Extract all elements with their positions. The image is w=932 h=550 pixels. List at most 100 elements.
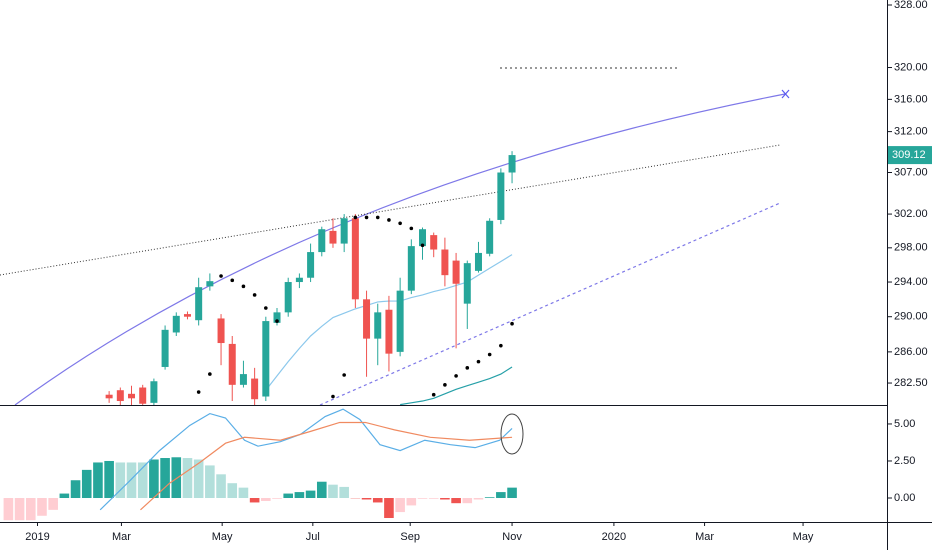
histogram-bar (361, 498, 372, 500)
sar-dot (208, 372, 212, 376)
candle-body (161, 329, 169, 367)
histogram-bar (451, 498, 461, 504)
moving-average-line (400, 366, 513, 405)
y-tick-label: 294.00 (894, 276, 928, 288)
candle-body (318, 229, 326, 253)
histogram-bar (14, 498, 25, 521)
y-tick-label: 0.00 (894, 492, 915, 504)
candle-body (340, 218, 348, 244)
histogram-bar (171, 457, 182, 499)
histogram-bar (417, 498, 428, 499)
sar-dot (420, 243, 425, 248)
y-tick-label: 282.50 (894, 377, 928, 389)
candle-body (183, 314, 191, 317)
macd-line (140, 421, 513, 511)
x-tick-label: 2019 (25, 531, 49, 543)
x-tick-label: Mar (695, 531, 714, 543)
candle-body (273, 312, 281, 323)
histogram-bar (496, 492, 506, 499)
candle-body (295, 277, 303, 283)
candle-body (396, 290, 404, 352)
histogram-bar (238, 487, 249, 499)
candle-body (262, 321, 270, 397)
histogram-bar (160, 458, 170, 499)
y-tick-label: 298.00 (894, 242, 928, 254)
axes: 328.00 320.00 316.00 312.00 307.00 302.00 298.… (25, 0, 932, 543)
histogram-bar (440, 498, 450, 500)
candle-body (172, 315, 180, 333)
candle-body (251, 378, 259, 400)
sar-dot (275, 319, 279, 323)
histogram-bar (316, 481, 327, 499)
x-tick-label: 2020 (602, 531, 626, 543)
y-tick-label: 290.00 (894, 311, 928, 323)
histogram-bar (81, 469, 92, 499)
candle-body (419, 229, 427, 247)
sar-dot (431, 392, 436, 397)
histogram-bar (216, 474, 226, 499)
price-pane (0, 67, 790, 405)
sar-dot (476, 359, 481, 364)
histogram-bar (406, 498, 417, 506)
histogram-bar (372, 498, 383, 503)
macd-pane (3, 408, 517, 521)
histogram-bar (249, 498, 260, 503)
sar-dot (465, 366, 470, 370)
y-tick-label: 316.00 (894, 93, 928, 105)
histogram-bar (149, 459, 159, 499)
histogram-bar (261, 498, 271, 501)
histogram-bar (395, 498, 405, 513)
last-price-box (888, 146, 932, 165)
histogram-bar (428, 498, 439, 499)
histogram-bar (305, 490, 316, 499)
sar-dot (264, 306, 268, 310)
histogram-bar (137, 462, 148, 499)
x-tick-label: May (793, 531, 814, 543)
histogram-bar (37, 498, 47, 516)
histogram-bar (283, 493, 294, 499)
sar-dot (230, 278, 235, 283)
candle-body (206, 281, 214, 287)
candle-body (116, 390, 124, 402)
sar-dot (364, 215, 369, 220)
candle-body (407, 246, 415, 291)
candle-body (374, 312, 382, 339)
histogram-bar (70, 480, 81, 499)
sar-dot (219, 274, 223, 278)
candle-body (228, 343, 236, 385)
ellipse-drawing (500, 413, 524, 455)
histogram-bar (507, 487, 517, 499)
sar-dot (342, 373, 346, 377)
candle-body (351, 218, 359, 300)
histogram-bar (93, 462, 103, 499)
histogram-bar (193, 459, 204, 499)
x-tick-label: Sep (400, 531, 420, 543)
arc-end-marker (781, 89, 790, 99)
sar-dot (331, 394, 335, 399)
x-tick-label: Mar (112, 531, 131, 543)
x-tick-label: Nov (502, 531, 522, 543)
histogram-bar (484, 497, 495, 499)
histogram-bar (59, 493, 70, 499)
candle-body (474, 252, 482, 271)
candle-body (363, 299, 371, 339)
histogram-bar (182, 458, 193, 499)
sar-dot (353, 215, 358, 220)
sar-dot (398, 221, 402, 226)
y-tick-label: 320.00 (894, 61, 928, 73)
candle-body (441, 249, 449, 276)
histogram-bar (126, 462, 137, 499)
sar-dot (241, 284, 246, 289)
candle-body (284, 282, 292, 313)
histogram-bar (48, 498, 58, 510)
candle-body (239, 374, 247, 385)
histogram-bar (25, 498, 36, 521)
sar-dot (196, 390, 201, 394)
y-tick-label: 328.00 (894, 0, 928, 11)
candle-body (497, 172, 505, 220)
last-price-label: 309.12 (892, 149, 926, 161)
histogram-bar (294, 492, 305, 499)
x-tick-label: Jul (306, 531, 320, 543)
histogram-bar (227, 483, 238, 499)
sar-dot (499, 343, 503, 348)
